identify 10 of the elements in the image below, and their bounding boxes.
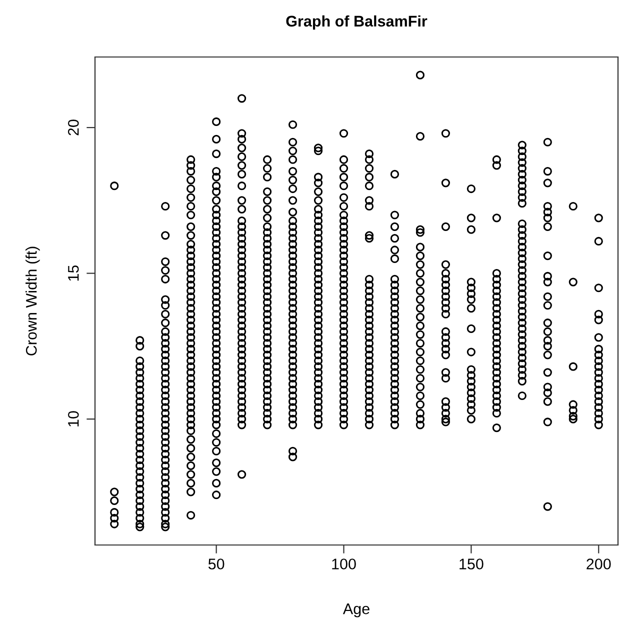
y-tick-label: 10 (68, 411, 79, 426)
x-axis-title: Age (342, 604, 370, 618)
x-tick-label: 150 (460, 558, 484, 570)
x-tick-label: 100 (332, 558, 356, 570)
y-tick-label: 20 (68, 120, 79, 136)
x-tick-label: 50 (208, 558, 224, 570)
chart-title: Graph of BalsamFir (286, 15, 428, 30)
x-tick-label: 200 (586, 558, 611, 570)
y-tick-label: 15 (68, 265, 79, 281)
y-axis-title: Crown Width (ft) (26, 246, 40, 356)
